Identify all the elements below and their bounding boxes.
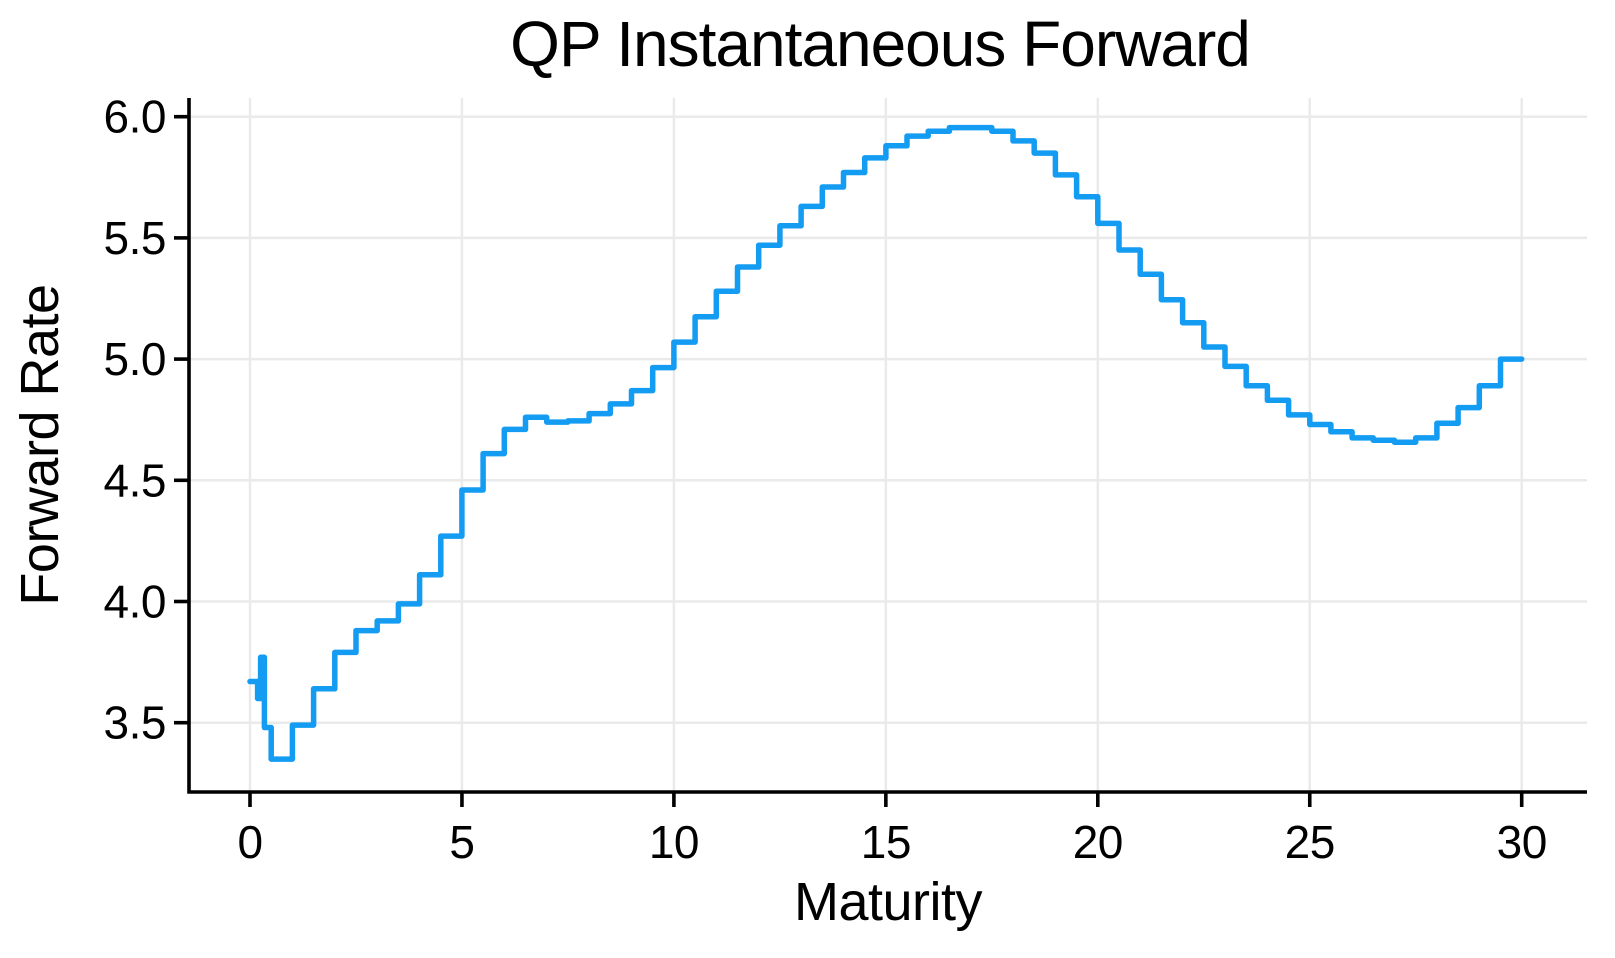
x-tick-label: 0 bbox=[237, 816, 262, 868]
y-tick-label: 5.5 bbox=[104, 212, 166, 264]
data-series bbox=[247, 124, 1525, 762]
tick-marks bbox=[174, 114, 1524, 807]
x-tick-label: 20 bbox=[1073, 816, 1123, 868]
y-tick-label: 4.5 bbox=[104, 454, 166, 506]
x-axis-label: Maturity bbox=[794, 872, 983, 932]
y-axis-label: Forward Rate bbox=[10, 284, 70, 605]
x-tick-label: 30 bbox=[1497, 816, 1547, 868]
tick-labels: 0 5 10 15 20 25 30 3.5 4.0 4.5 5.0 5.5 6.0 bbox=[104, 91, 1548, 868]
x-tick-label: 10 bbox=[649, 816, 699, 868]
chart-title: QP Instantaneous Forward bbox=[510, 8, 1250, 80]
gridlines bbox=[189, 98, 1587, 792]
y-tick-label: 6.0 bbox=[104, 91, 166, 143]
axis-spines bbox=[187, 98, 1587, 794]
y-tick-label: 4.0 bbox=[104, 576, 166, 628]
axis-spines-path bbox=[187, 98, 1587, 794]
forward-curve-line bbox=[247, 124, 1525, 762]
y-tick-label: 3.5 bbox=[104, 697, 166, 749]
y-tick-label: 5.0 bbox=[104, 333, 166, 385]
x-tick-label: 5 bbox=[449, 816, 474, 868]
x-tick-label: 15 bbox=[861, 816, 911, 868]
x-tick-label: 25 bbox=[1285, 816, 1335, 868]
